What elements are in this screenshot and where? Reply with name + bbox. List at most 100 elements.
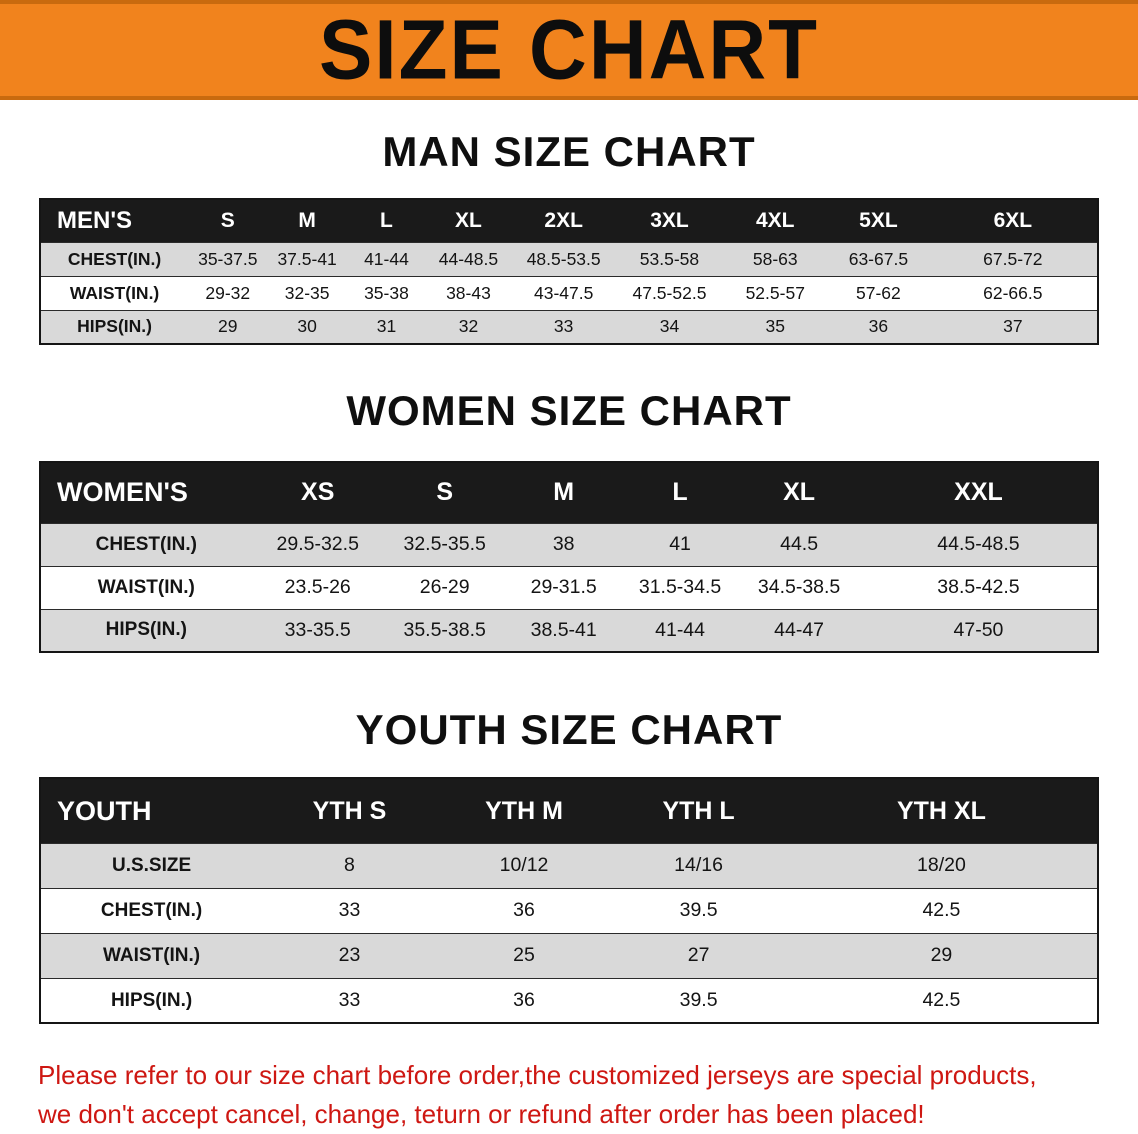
table-title-cell: MEN'S <box>40 199 189 243</box>
size-value: 43-47.5 <box>510 275 617 311</box>
size-value: 52.5-57 <box>722 275 829 311</box>
column-header: XS <box>251 462 384 524</box>
table-title-cell: WOMEN'S <box>40 462 252 524</box>
order-policy-note-line2: we don't accept cancel, change, teturn o… <box>38 1099 925 1130</box>
table-row: WAIST(IN.) 23 25 27 29 <box>40 932 1098 979</box>
women-section: WOMEN SIZE CHART WOMEN'S XS S M L XL XXL CHEST… <box>0 388 1138 654</box>
men-section: MAN SIZE CHART MEN'S S M L XL 2XL 3XL 4XL 5XL 6XL… <box>0 128 1138 346</box>
column-header: L <box>621 462 739 524</box>
size-value: 67.5-72 <box>928 241 1098 277</box>
column-header: XL <box>426 199 511 243</box>
size-value: 29.5-32.5 <box>251 522 384 567</box>
column-header: S <box>188 199 268 243</box>
size-value: 36 <box>828 309 929 345</box>
table-row: HIPS(IN.) 33-35.5 35.5-38.5 38.5-41 41-44 44-… <box>40 608 1098 653</box>
size-value: 47-50 <box>859 608 1098 653</box>
row-label: WAIST(IN.) <box>40 275 189 311</box>
size-value: 35-38 <box>346 275 427 311</box>
size-value: 29 <box>188 309 268 345</box>
women-size-table: WOMEN'S XS S M L XL XXL CHEST(IN.) 29.5-32.5 32.… <box>39 461 1099 654</box>
size-value: 26-29 <box>383 565 506 610</box>
youth-section-heading: YOUTH SIZE CHART <box>355 706 783 754</box>
size-value: 31.5-34.5 <box>621 565 739 610</box>
size-value: 27 <box>611 932 786 979</box>
size-value: 41-44 <box>621 608 739 653</box>
size-value: 25 <box>436 932 612 979</box>
size-value: 48.5-53.5 <box>510 241 617 277</box>
table-row: WAIST(IN.) 29-32 32-35 35-38 38-43 43-47.5 47.… <box>40 275 1098 311</box>
row-label: CHEST(IN.) <box>40 887 263 934</box>
size-value: 32.5-35.5 <box>383 522 506 567</box>
size-value: 31 <box>346 309 427 345</box>
size-value: 44-47 <box>738 608 860 653</box>
column-header: 3XL <box>616 199 723 243</box>
size-value: 18/20 <box>785 842 1098 889</box>
column-header: XL <box>738 462 860 524</box>
size-value: 29-31.5 <box>505 565 622 610</box>
size-value: 38.5-41 <box>505 608 622 653</box>
row-label: WAIST(IN.) <box>40 932 263 979</box>
column-header: L <box>346 199 427 243</box>
size-value: 35-37.5 <box>188 241 268 277</box>
size-value: 42.5 <box>785 887 1098 934</box>
row-label: U.S.SIZE <box>40 842 263 889</box>
column-header: 2XL <box>510 199 617 243</box>
size-value: 44-48.5 <box>426 241 511 277</box>
size-value: 34 <box>616 309 723 345</box>
size-value: 39.5 <box>611 887 786 934</box>
size-value: 32 <box>426 309 511 345</box>
column-header: YTH L <box>611 778 786 844</box>
men-size-table: MEN'S S M L XL 2XL 3XL 4XL 5XL 6XL CHEST(IN.) 35-3… <box>39 198 1099 346</box>
size-value: 39.5 <box>611 977 786 1024</box>
table-row: U.S.SIZE 8 10/12 14/16 18/20 <box>40 842 1098 889</box>
size-value: 37.5-41 <box>267 241 347 277</box>
size-value: 47.5-52.5 <box>616 275 723 311</box>
size-value: 8 <box>262 842 437 889</box>
size-chart-banner: SIZE CHART <box>0 0 1138 100</box>
size-value: 62-66.5 <box>928 275 1098 311</box>
size-value: 35.5-38.5 <box>383 608 506 653</box>
order-policy-note-line1: Please refer to our size chart before or… <box>38 1060 1037 1091</box>
table-row: WAIST(IN.) 23.5-26 26-29 29-31.5 31.5-34.5 34… <box>40 565 1098 610</box>
column-header: 5XL <box>828 199 929 243</box>
size-value: 58-63 <box>722 241 829 277</box>
size-value: 36 <box>436 887 612 934</box>
column-header: M <box>267 199 347 243</box>
row-label: WAIST(IN.) <box>40 565 252 610</box>
table-row: HIPS(IN.) 33 36 39.5 42.5 <box>40 977 1098 1024</box>
order-policy-note: Please refer to our size chart before or… <box>38 1056 1138 1134</box>
page-title: SIZE CHART <box>319 2 819 97</box>
men-section-heading: MAN SIZE CHART <box>382 128 756 175</box>
table-header-row: YOUTH YTH S YTH M YTH L YTH XL <box>40 778 1098 844</box>
size-value: 35 <box>722 309 829 345</box>
size-value: 29 <box>785 932 1098 979</box>
size-value: 42.5 <box>785 977 1098 1024</box>
size-value: 33-35.5 <box>251 608 384 653</box>
size-value: 63-67.5 <box>828 241 929 277</box>
size-value: 32-35 <box>267 275 347 311</box>
size-value: 29-32 <box>188 275 268 311</box>
column-header: M <box>505 462 622 524</box>
column-header: S <box>383 462 506 524</box>
table-title-cell: YOUTH <box>40 778 263 844</box>
column-header: 4XL <box>722 199 829 243</box>
table-row: HIPS(IN.) 29 30 31 32 33 34 35 36 37 <box>40 309 1098 345</box>
row-label: CHEST(IN.) <box>40 241 189 277</box>
row-label: CHEST(IN.) <box>40 522 252 567</box>
size-value: 38 <box>505 522 622 567</box>
table-row: CHEST(IN.) 29.5-32.5 32.5-35.5 38 41 44.5 44.5… <box>40 522 1098 567</box>
youth-section: YOUTH SIZE CHART YOUTH YTH S YTH M YTH L YTH… <box>0 706 1138 1025</box>
size-value: 33 <box>262 977 437 1024</box>
row-label: HIPS(IN.) <box>40 309 189 345</box>
youth-size-table: YOUTH YTH S YTH M YTH L YTH XL U.S.SIZE 8 10/1… <box>39 777 1099 1025</box>
size-value: 38-43 <box>426 275 511 311</box>
size-value: 33 <box>510 309 617 345</box>
size-value: 10/12 <box>436 842 612 889</box>
column-header: YTH S <box>262 778 437 844</box>
size-value: 37 <box>928 309 1098 345</box>
size-value: 53.5-58 <box>616 241 723 277</box>
column-header: YTH XL <box>785 778 1098 844</box>
size-value: 14/16 <box>611 842 786 889</box>
table-header-row: MEN'S S M L XL 2XL 3XL 4XL 5XL 6XL <box>40 199 1098 243</box>
size-value: 23.5-26 <box>251 565 384 610</box>
